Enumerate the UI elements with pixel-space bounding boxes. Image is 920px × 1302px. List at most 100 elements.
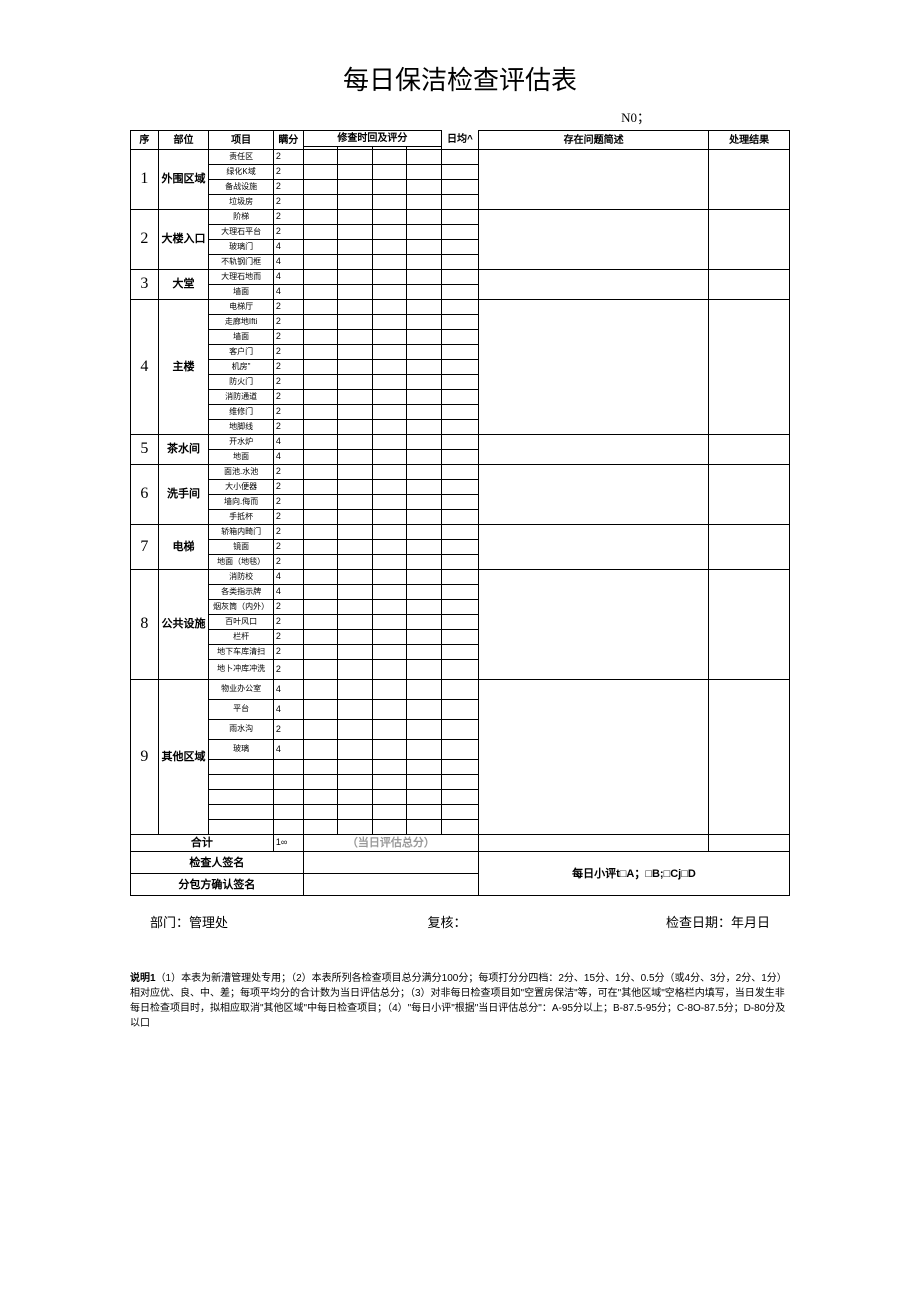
sign2-field[interactable] [303, 874, 478, 896]
eval-cell[interactable] [338, 790, 373, 805]
eval-cell[interactable] [407, 405, 442, 420]
eval-cell[interactable] [372, 805, 407, 820]
eval-cell[interactable] [338, 760, 373, 775]
avg-cell[interactable] [442, 210, 479, 225]
eval-cell[interactable] [407, 495, 442, 510]
eval-cell[interactable] [407, 435, 442, 450]
eval-cell[interactable] [372, 285, 407, 300]
eval-cell[interactable] [407, 510, 442, 525]
eval-cell[interactable] [372, 615, 407, 630]
eval-cell[interactable] [372, 585, 407, 600]
eval-cell[interactable] [338, 680, 373, 700]
avg-cell[interactable] [442, 540, 479, 555]
eval-cell[interactable] [303, 660, 338, 680]
result-cell[interactable] [709, 210, 790, 270]
eval-cell[interactable] [407, 300, 442, 315]
eval-cell[interactable] [407, 525, 442, 540]
result-cell[interactable] [709, 465, 790, 525]
eval-cell[interactable] [303, 270, 338, 285]
avg-cell[interactable] [442, 760, 479, 775]
result-cell[interactable] [709, 525, 790, 570]
avg-cell[interactable] [442, 805, 479, 820]
eval-cell[interactable] [407, 540, 442, 555]
eval-cell[interactable] [372, 255, 407, 270]
avg-cell[interactable] [442, 390, 479, 405]
eval-cell[interactable] [303, 790, 338, 805]
eval-cell[interactable] [303, 740, 338, 760]
avg-cell[interactable] [442, 630, 479, 645]
eval-cell[interactable] [407, 555, 442, 570]
eval-cell[interactable] [338, 330, 373, 345]
eval-cell[interactable] [303, 390, 338, 405]
eval-cell[interactable] [303, 615, 338, 630]
eval-cell[interactable] [303, 195, 338, 210]
eval-cell[interactable] [372, 420, 407, 435]
eval-cell[interactable] [338, 375, 373, 390]
eval-cell[interactable] [338, 150, 373, 165]
eval-cell[interactable] [372, 165, 407, 180]
eval-cell[interactable] [338, 405, 373, 420]
eval-cell[interactable] [407, 315, 442, 330]
eval-cell[interactable] [372, 645, 407, 660]
eval-cell[interactable] [338, 420, 373, 435]
issue-cell[interactable] [478, 570, 708, 680]
eval-cell[interactable] [303, 150, 338, 165]
result-cell[interactable] [709, 435, 790, 465]
eval-cell[interactable] [407, 660, 442, 680]
eval-cell[interactable] [372, 150, 407, 165]
avg-cell[interactable] [442, 450, 479, 465]
eval-cell[interactable] [338, 270, 373, 285]
eval-cell[interactable] [303, 330, 338, 345]
eval-cell[interactable] [407, 345, 442, 360]
eval-cell[interactable] [372, 465, 407, 480]
avg-cell[interactable] [442, 300, 479, 315]
eval-cell[interactable] [303, 285, 338, 300]
eval-cell[interactable] [303, 240, 338, 255]
eval-cell[interactable] [407, 645, 442, 660]
eval-cell[interactable] [407, 225, 442, 240]
avg-cell[interactable] [442, 420, 479, 435]
issue-cell[interactable] [478, 465, 708, 525]
eval-cell[interactable] [407, 465, 442, 480]
eval-cell[interactable] [407, 255, 442, 270]
eval-cell[interactable] [338, 165, 373, 180]
eval-cell[interactable] [407, 390, 442, 405]
result-cell[interactable] [709, 150, 790, 210]
result-cell[interactable] [709, 270, 790, 300]
avg-cell[interactable] [442, 740, 479, 760]
eval-cell[interactable] [407, 680, 442, 700]
avg-cell[interactable] [442, 195, 479, 210]
sign1-field[interactable] [303, 852, 478, 874]
avg-cell[interactable] [442, 270, 479, 285]
eval-cell[interactable] [338, 480, 373, 495]
eval-cell[interactable] [303, 405, 338, 420]
eval-cell[interactable] [338, 450, 373, 465]
eval-cell[interactable] [372, 330, 407, 345]
eval-cell[interactable] [372, 570, 407, 585]
eval-cell[interactable] [372, 720, 407, 740]
avg-cell[interactable] [442, 660, 479, 680]
eval-cell[interactable] [372, 435, 407, 450]
eval-cell[interactable] [303, 180, 338, 195]
avg-cell[interactable] [442, 345, 479, 360]
avg-cell[interactable] [442, 510, 479, 525]
eval-cell[interactable] [372, 480, 407, 495]
eval-cell[interactable] [407, 720, 442, 740]
result-cell[interactable] [709, 570, 790, 680]
eval-cell[interactable] [407, 330, 442, 345]
eval-cell[interactable] [407, 775, 442, 790]
avg-cell[interactable] [442, 585, 479, 600]
eval-cell[interactable] [407, 700, 442, 720]
eval-cell[interactable] [303, 345, 338, 360]
eval-cell[interactable] [407, 615, 442, 630]
avg-cell[interactable] [442, 680, 479, 700]
avg-cell[interactable] [442, 700, 479, 720]
avg-cell[interactable] [442, 165, 479, 180]
eval-cell[interactable] [303, 805, 338, 820]
avg-cell[interactable] [442, 240, 479, 255]
eval-cell[interactable] [372, 555, 407, 570]
eval-cell[interactable] [303, 480, 338, 495]
eval-cell[interactable] [303, 450, 338, 465]
avg-cell[interactable] [442, 315, 479, 330]
eval-cell[interactable] [303, 420, 338, 435]
